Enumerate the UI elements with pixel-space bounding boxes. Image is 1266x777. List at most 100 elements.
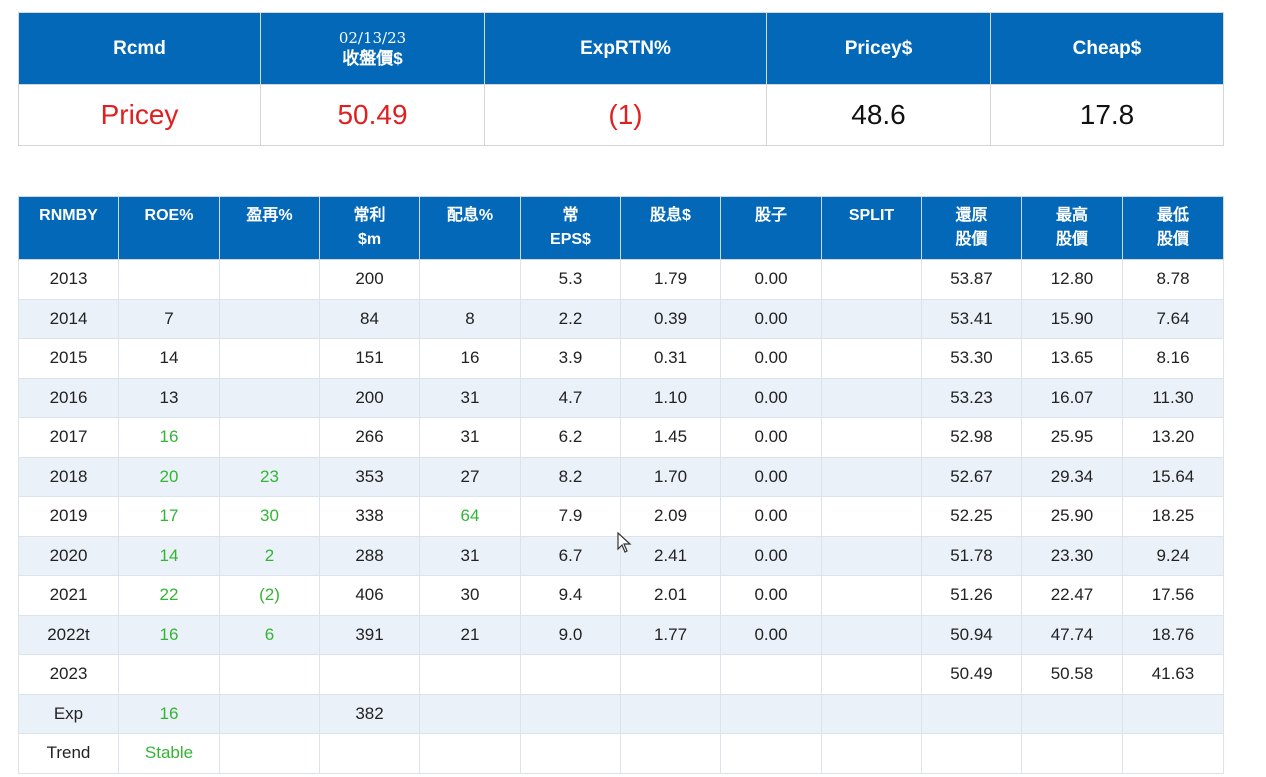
table-body: 2013 200 5.3 1.79 0.00 53.87 12.80 8.78 2014 7 84 8… — [18, 259, 1224, 774]
cell-dividend: 1.79 — [620, 259, 721, 300]
cell-split — [821, 417, 922, 458]
cell-adjusted-price: 53.23 — [921, 377, 1022, 418]
cell-earnings: 406 — [319, 575, 420, 616]
cell-reinvest — [219, 654, 320, 695]
column-header-label: 常 — [562, 207, 579, 224]
cell-high-price — [1021, 693, 1123, 734]
cell-year: 2015 — [18, 338, 119, 379]
cell-split — [821, 298, 922, 339]
price-date: 02/13/23 — [338, 28, 407, 47]
cell-low-price: 17.56 — [1122, 575, 1224, 616]
column-header-earnings: 常利 $m — [319, 196, 420, 260]
cell-roe: 22 — [118, 575, 220, 616]
cell-eps: 9.0 — [520, 614, 621, 655]
cell-low-price: 18.76 — [1122, 614, 1224, 655]
column-header-label: 最高 — [1055, 207, 1088, 224]
cell-dividend: 1.77 — [620, 614, 721, 655]
cell-split — [821, 535, 922, 576]
cell-high-price: 23.30 — [1021, 535, 1123, 576]
table-row: 2018 20 23 353 27 8.2 1.70 0.00 52.67 29.34 15.64 — [18, 456, 1224, 497]
column-header-split: SPLIT — [821, 196, 922, 260]
cheap-value: 17.8 — [990, 84, 1224, 146]
cell-eps: 2.2 — [520, 298, 621, 339]
cell-reinvest — [219, 417, 320, 458]
cell-roe: 13 — [118, 377, 220, 418]
cell-split — [821, 338, 922, 379]
table-row: 2017 16 266 31 6.2 1.45 0.00 52.98 25.95 13.20 — [18, 417, 1224, 458]
cheap-header: Cheap$ — [990, 12, 1224, 85]
cell-roe: 14 — [118, 535, 220, 576]
cell-year: 2017 — [18, 417, 119, 458]
cell-stock-dividend — [720, 733, 822, 774]
cell-eps: 6.7 — [520, 535, 621, 576]
cell-eps — [520, 733, 621, 774]
column-header-label: 常利 — [353, 207, 386, 224]
cell-dividend: 0.39 — [620, 298, 721, 339]
cell-roe: 17 — [118, 496, 220, 537]
cell-year: 2020 — [18, 535, 119, 576]
cell-eps: 4.7 — [520, 377, 621, 418]
column-header-label: 盈再% — [246, 207, 293, 224]
summary-value-row: Pricey 50.49 (1) 48.6 17.8 — [18, 84, 1224, 146]
table-header-row: RNMBY ROE% 盈再% 常利 $m 配息% 常 EPS$ 股息$ 股子 SPLIT 還原 股價 最高… — [18, 196, 1224, 260]
cell-adjusted-price: 52.98 — [921, 417, 1022, 458]
cell-dividend — [620, 654, 721, 695]
cell-dividend — [620, 733, 721, 774]
cell-dividend: 2.41 — [620, 535, 721, 576]
cell-split — [821, 259, 922, 300]
column-header-eps: 常 EPS$ — [520, 196, 621, 260]
cell-earnings: 151 — [319, 338, 420, 379]
column-header-label: 股價 — [955, 231, 988, 248]
pricey-header: Pricey$ — [766, 12, 991, 85]
cell-roe — [118, 259, 220, 300]
cell-roe: Stable — [118, 733, 220, 774]
cell-year: 2013 — [18, 259, 119, 300]
cell-adjusted-price — [921, 693, 1022, 734]
cell-stock-dividend: 0.00 — [720, 614, 822, 655]
column-header-dividend: 股息$ — [620, 196, 721, 260]
cell-split — [821, 456, 922, 497]
cell-roe: 14 — [118, 338, 220, 379]
column-header-label: 還原 — [955, 207, 988, 224]
cell-earnings — [319, 733, 420, 774]
cell-stock-dividend — [720, 654, 822, 695]
cell-dividend: 1.10 — [620, 377, 721, 418]
cell-payout — [419, 259, 521, 300]
cell-roe — [118, 654, 220, 695]
cell-high-price: 13.65 — [1021, 338, 1123, 379]
cell-low-price: 7.64 — [1122, 298, 1224, 339]
valuation-summary-table: Rcmd 02/13/23 收盤價$ ExpRTN% Pricey$ Cheap… — [18, 12, 1224, 146]
cell-high-price — [1021, 733, 1123, 774]
column-header-label: EPS$ — [550, 231, 591, 248]
column-header-year: RNMBY — [18, 196, 119, 260]
cell-roe: 16 — [118, 693, 220, 734]
cell-year: 2019 — [18, 496, 119, 537]
close-price-header: 02/13/23 收盤價$ — [260, 12, 485, 85]
cell-stock-dividend: 0.00 — [720, 456, 822, 497]
cell-year: 2016 — [18, 377, 119, 418]
column-header-low-price: 最低 股價 — [1122, 196, 1224, 260]
cell-stock-dividend: 0.00 — [720, 259, 822, 300]
cell-eps — [520, 693, 621, 734]
cell-eps: 5.3 — [520, 259, 621, 300]
cell-adjusted-price: 51.26 — [921, 575, 1022, 616]
cell-high-price: 47.74 — [1021, 614, 1123, 655]
cell-reinvest — [219, 733, 320, 774]
cell-eps — [520, 654, 621, 695]
cell-payout: 16 — [419, 338, 521, 379]
table-row: 2015 14 151 16 3.9 0.31 0.00 53.30 13.65 8.16 — [18, 338, 1224, 379]
column-header-label: 股價 — [1156, 231, 1189, 248]
cell-low-price: 13.20 — [1122, 417, 1224, 458]
cell-high-price: 50.58 — [1021, 654, 1123, 695]
cell-eps: 9.4 — [520, 575, 621, 616]
cell-year: 2023 — [18, 654, 119, 695]
cell-stock-dividend: 0.00 — [720, 377, 822, 418]
cell-stock-dividend: 0.00 — [720, 575, 822, 616]
table-row: 2016 13 200 31 4.7 1.10 0.00 53.23 16.07 11.30 — [18, 377, 1224, 418]
cell-dividend: 1.45 — [620, 417, 721, 458]
table-row: 2021 22 (2) 406 30 9.4 2.01 0.00 51.26 22.47 17.56 — [18, 575, 1224, 616]
cell-earnings — [319, 654, 420, 695]
close-price-value: 50.49 — [260, 84, 485, 146]
close-price-label: 收盤價$ — [342, 48, 403, 68]
cell-high-price: 16.07 — [1021, 377, 1123, 418]
